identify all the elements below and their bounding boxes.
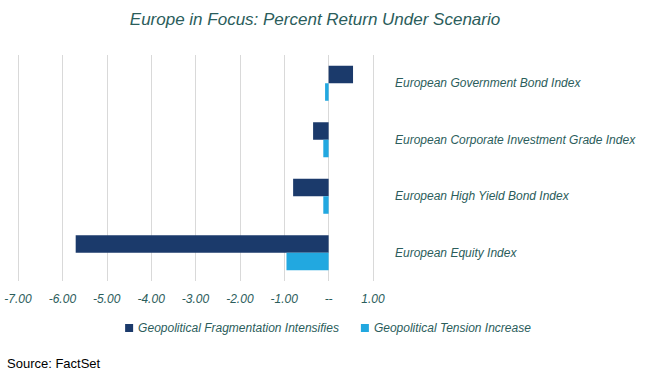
svg-text:Geopolitical Fragmentation Int: Geopolitical Fragmentation Intensifies xyxy=(138,321,339,335)
svg-text:-4.00: -4.00 xyxy=(137,292,165,306)
svg-text:Geopolitical Tension Increase: Geopolitical Tension Increase xyxy=(374,321,531,335)
svg-text:European Equity Index: European Equity Index xyxy=(395,246,517,260)
svg-text:-7.00: -7.00 xyxy=(4,292,32,306)
svg-text:-6.00: -6.00 xyxy=(49,292,77,306)
svg-text:-5.00: -5.00 xyxy=(93,292,121,306)
svg-text:Europe in Focus: Percent Retur: Europe in Focus: Percent Return Under Sc… xyxy=(130,10,500,29)
svg-text:-3.00: -3.00 xyxy=(182,292,210,306)
svg-text:--: -- xyxy=(325,292,333,306)
svg-text:European Corporate Investment: European Corporate Investment Grade Inde… xyxy=(395,133,636,147)
svg-text:Source: FactSet: Source: FactSet xyxy=(7,356,101,371)
svg-text:-1.00: -1.00 xyxy=(271,292,299,306)
svg-text:1.00: 1.00 xyxy=(361,292,385,306)
svg-text:European Government Bond Index: European Government Bond Index xyxy=(395,76,581,90)
svg-text:-2.00: -2.00 xyxy=(226,292,254,306)
svg-text:European High Yield Bond Index: European High Yield Bond Index xyxy=(395,189,570,203)
